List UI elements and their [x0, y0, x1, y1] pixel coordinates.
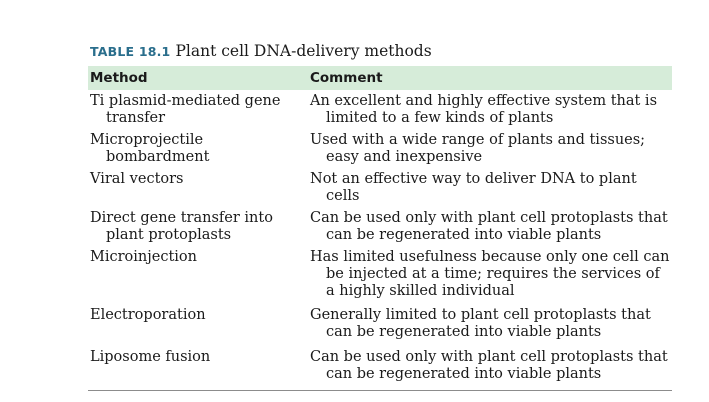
comment-cell: An excellent and highly effective system… [308, 90, 672, 129]
comment-text: Can be used only with plant cell protopl… [310, 349, 668, 382]
method-text: Electroporation [90, 307, 206, 323]
table-number: TABLE 18.1 [90, 44, 171, 59]
method-cell: Liposome fusion [88, 344, 308, 391]
comment-text: Used with a wide range of plants and tis… [310, 132, 646, 165]
column-header-comment: Comment [308, 66, 672, 90]
table-row: Direct gene transfer into plant protopla… [88, 207, 672, 246]
table-row: Liposome fusion Can be used only with pl… [88, 344, 672, 391]
comment-text: An excellent and highly effective system… [310, 93, 658, 126]
method-cell: Direct gene transfer into plant protopla… [88, 207, 308, 246]
table-row: Microprojectile bombardment Used with a … [88, 129, 672, 168]
method-text: Viral vectors [90, 171, 184, 187]
table-row: Ti plasmid-mediated gene transfer An exc… [88, 90, 672, 129]
method-cell: Electroporation [88, 302, 308, 344]
method-cell: Ti plasmid-mediated gene transfer [88, 90, 308, 129]
comment-text: Generally limited to plant cell protopla… [310, 307, 651, 340]
methods-table: Method Comment Ti plasmid-mediated gene … [88, 66, 672, 391]
table-title: Plant cell DNA-delivery methods [175, 42, 432, 60]
comment-cell: Generally limited to plant cell protopla… [308, 302, 672, 344]
comment-text: Not an effective way to deliver DNA to p… [310, 171, 637, 204]
comment-text: Can be used only with plant cell protopl… [310, 210, 668, 243]
table-row: Viral vectors Not an effective way to de… [88, 168, 672, 207]
column-header-method: Method [88, 66, 308, 90]
method-cell: Microprojectile bombardment [88, 129, 308, 168]
table-header-row: Method Comment [88, 66, 672, 90]
comment-cell: Can be used only with plant cell protopl… [308, 344, 672, 391]
method-text: Liposome fusion [90, 349, 211, 365]
table-row: Microinjection Has limited usefulness be… [88, 246, 672, 302]
table-row: Electroporation Generally limited to pla… [88, 302, 672, 344]
method-text: Direct gene transfer into plant protopla… [90, 210, 273, 243]
comment-cell: Can be used only with plant cell protopl… [308, 207, 672, 246]
table-caption: TABLE 18.1 Plant cell DNA-delivery method… [90, 41, 432, 60]
method-text: Ti plasmid-mediated gene transfer [90, 93, 281, 126]
comment-cell: Used with a wide range of plants and tis… [308, 129, 672, 168]
method-text: Microprojectile bombardment [90, 132, 210, 165]
comment-text: Has limited usefulness because only one … [310, 249, 670, 299]
method-text: Microinjection [90, 249, 197, 265]
comment-cell: Not an effective way to deliver DNA to p… [308, 168, 672, 207]
method-cell: Viral vectors [88, 168, 308, 207]
method-cell: Microinjection [88, 246, 308, 302]
comment-cell: Has limited usefulness because only one … [308, 246, 672, 302]
